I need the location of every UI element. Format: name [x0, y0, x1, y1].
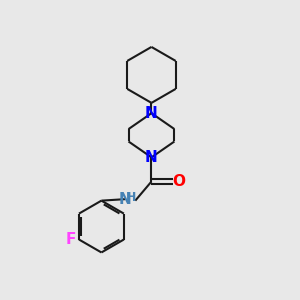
Text: O: O	[173, 174, 186, 189]
Text: H: H	[126, 190, 136, 204]
Text: N: N	[145, 106, 158, 121]
Text: N: N	[118, 192, 131, 207]
Text: N: N	[145, 150, 158, 165]
Text: F: F	[65, 232, 76, 247]
